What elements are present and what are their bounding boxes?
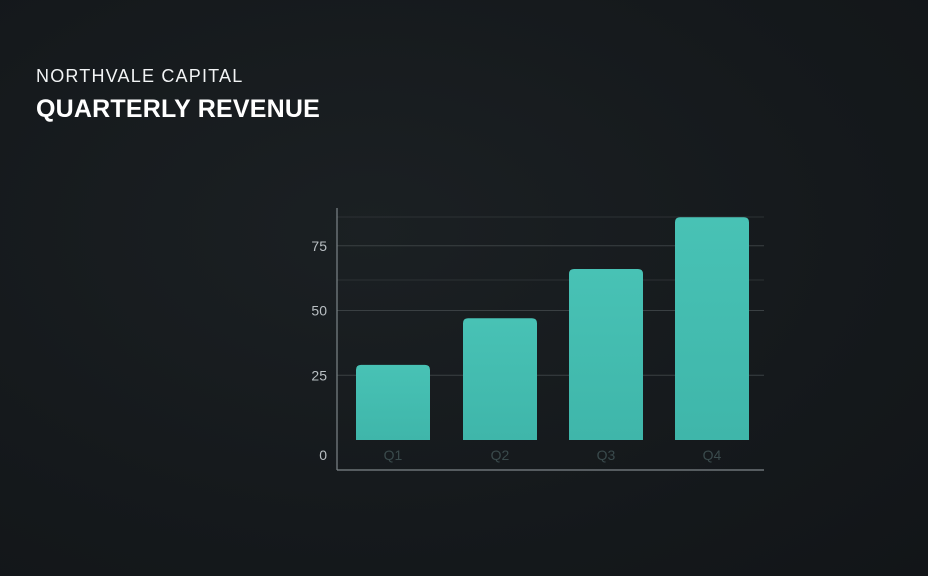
axes (336, 208, 764, 471)
bar-q3 (569, 269, 643, 440)
labels: 0 25 50 75 Q1 Q2 Q3 Q4 (311, 238, 721, 463)
chart-header: NORTHVALE CAPITAL QUARTERLY REVENUE (36, 64, 320, 124)
chart-title: QUARTERLY REVENUE (36, 95, 321, 123)
bars (356, 217, 749, 440)
bar-q2 (463, 318, 537, 440)
bar-q4 (675, 217, 749, 440)
x-tick-label: Q3 (597, 447, 616, 463)
y-tick-label: 50 (311, 303, 327, 319)
x-tick-label: Q4 (703, 447, 722, 463)
bar-q1 (356, 364, 430, 440)
y-tick-label: 0 (319, 447, 327, 463)
y-tick-label: 25 (311, 367, 327, 383)
x-tick-label: Q2 (491, 447, 510, 463)
y-tick-label: 75 (311, 238, 327, 254)
x-tick-label: Q1 (384, 447, 403, 463)
brand-name: NORTHVALE CAPITAL (36, 66, 244, 86)
